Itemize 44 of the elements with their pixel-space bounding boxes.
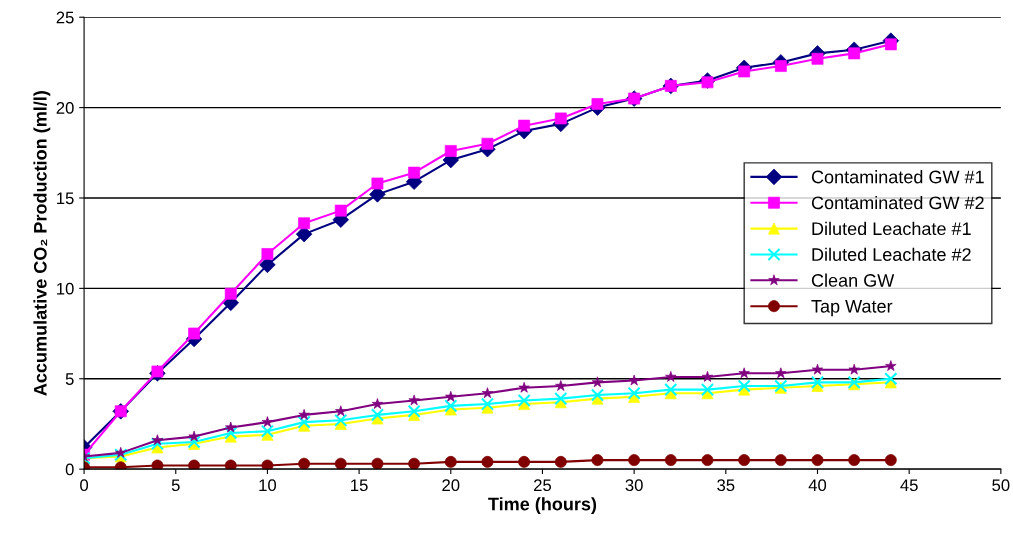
x-tick-label: 30: [625, 479, 643, 492]
point: [370, 408, 385, 422]
point: [884, 372, 898, 386]
point: [444, 399, 458, 413]
point: [810, 375, 825, 389]
point: [627, 386, 641, 400]
x-axis-title: Time (hours): [488, 497, 597, 514]
x-tick-label: 35: [717, 479, 735, 492]
point: [554, 392, 568, 406]
y-tick-label: 10: [57, 282, 74, 295]
legend-label: Clean GW: [811, 273, 895, 287]
x-tick-label: 10: [259, 479, 277, 492]
legend-label: Diluted Leachate #2: [812, 247, 971, 261]
point: [261, 248, 274, 260]
point: [590, 388, 605, 402]
y-tick-label: 0: [65, 463, 74, 476]
y-axis-title: Accumulative CO₂ Production (ml/l): [33, 91, 51, 396]
y-tick-label: 5: [65, 373, 74, 385]
point: [260, 424, 275, 438]
point: [297, 415, 311, 429]
x-tick-label: 50: [992, 479, 1010, 492]
point: [700, 383, 715, 397]
x-tick-label: 45: [900, 479, 918, 492]
legend-label: Tap Water: [811, 300, 893, 317]
x-tick-label: 5: [171, 479, 180, 492]
legend-label: Diluted Leachate #1: [812, 221, 971, 236]
x-tick-label: 15: [351, 479, 368, 492]
point: [591, 98, 604, 110]
x-tick-label: 0: [80, 479, 89, 492]
point: [517, 393, 531, 408]
y-tick-label: 20: [56, 102, 74, 114]
y-tick-label: 25: [56, 11, 74, 24]
point: [480, 397, 495, 411]
point: [664, 383, 678, 397]
x-tick-label: 40: [808, 479, 827, 492]
point: [407, 404, 421, 418]
x-tick-label: 25: [534, 479, 552, 492]
legend-label: Contaminated GW #2: [811, 195, 984, 210]
x-tick-label: 20: [442, 479, 460, 492]
point: [737, 379, 751, 393]
point: [334, 413, 348, 427]
legend-label: Contaminated GW #1: [811, 170, 984, 184]
point: [224, 426, 238, 440]
y-tick-label: 15: [57, 192, 74, 205]
